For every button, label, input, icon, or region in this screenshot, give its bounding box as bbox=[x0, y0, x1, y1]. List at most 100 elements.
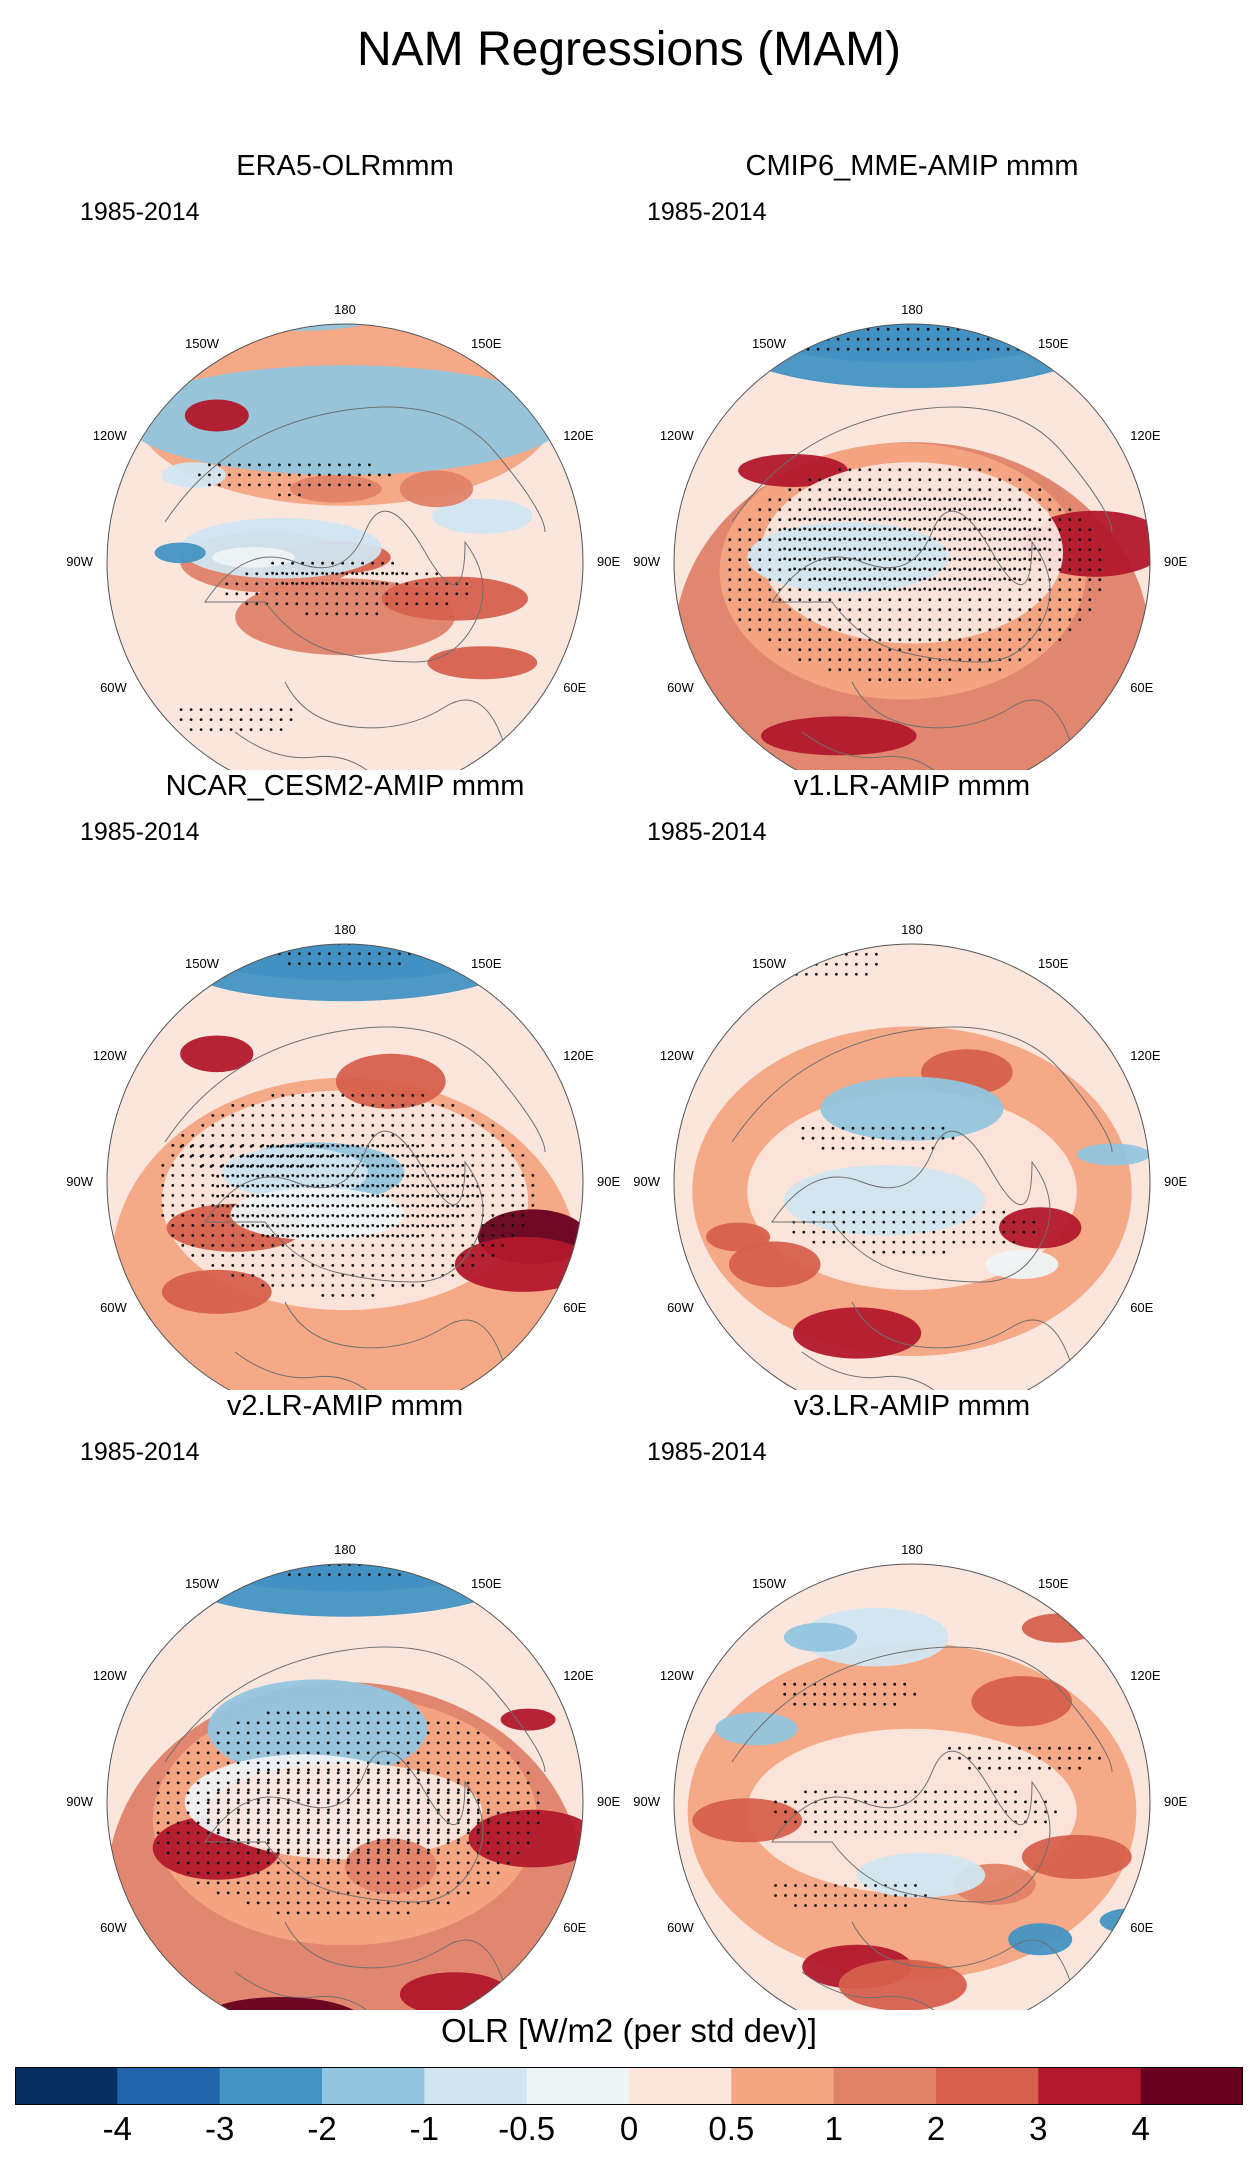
polar-map: 180150E120E90E60E30E030W60W90W120W150W bbox=[66, 302, 620, 770]
colorbar-tick-label: 3 bbox=[1029, 2110, 1048, 2147]
longitude-label: 180 bbox=[901, 1542, 923, 1557]
longitude-label: 180 bbox=[334, 302, 356, 317]
longitude-label: 120E bbox=[1130, 1048, 1161, 1063]
panel-title: v3.LR-AMIP mmm bbox=[793, 1390, 1031, 1422]
polar-map: 180150E120E90E60E30E030W60W90W120W150W bbox=[66, 922, 620, 1390]
polar-map: 180150E120E90E60E30E030W60W90W120W150W bbox=[66, 1542, 620, 2010]
polar-map: 180150E120E90E60E30E030W60W90W120W150W bbox=[633, 302, 1187, 770]
longitude-label: 120E bbox=[563, 1668, 594, 1683]
olr-field bbox=[107, 1564, 583, 2010]
polar-map: 180150E120E90E60E30E030W60W90W120W150W bbox=[633, 1542, 1187, 2010]
panel-title: CMIP6_MME-AMIP mmm bbox=[745, 150, 1079, 182]
longitude-label: 150W bbox=[185, 336, 220, 351]
longitude-label: 90E bbox=[597, 1174, 620, 1189]
longitude-label: 60E bbox=[1130, 680, 1153, 695]
longitude-label: 150W bbox=[185, 1576, 220, 1591]
map-panel-v1-lr: v1.LR-AMIP mmm 1985-2014 180 150E 120E 90E 6… bbox=[612, 770, 1212, 1390]
colorbar-swatch bbox=[833, 2067, 937, 2105]
longitude-label: 60E bbox=[1130, 1920, 1153, 1935]
colorbar bbox=[15, 2067, 1243, 2105]
colorbar-tick-label: 0.5 bbox=[708, 2110, 755, 2147]
colorbar-tick-label: 0 bbox=[619, 2110, 639, 2147]
map-panel-v2-lr: v2.LR-AMIP mmm 1985-2014 180 150E 120E 90E 6… bbox=[45, 1390, 645, 2010]
longitude-label: 90W bbox=[633, 1794, 660, 1809]
colorbar-label: OLR [W/m2 (per std dev)] bbox=[441, 2012, 817, 2049]
significance-stipple bbox=[774, 1682, 1101, 1907]
map-panel-ncar-cesm2: NCAR_CESM2-AMIP mmm 1985-2014 180 150E 120… bbox=[45, 770, 645, 1390]
olr-field bbox=[674, 1564, 1150, 2010]
colorbar-tick-label: 4 bbox=[1131, 2110, 1150, 2147]
longitude-label: 60E bbox=[563, 1920, 586, 1935]
longitude-label: 150E bbox=[1038, 336, 1069, 351]
panel-title: v2.LR-AMIP mmm bbox=[226, 1390, 464, 1422]
longitude-label: 120W bbox=[93, 428, 128, 443]
longitude-label: 120W bbox=[660, 428, 695, 443]
longitude-label: 120E bbox=[563, 428, 594, 443]
colorbar-swatch bbox=[1038, 2067, 1142, 2105]
olr-field bbox=[674, 324, 1150, 770]
panel-period: 1985-2014 bbox=[647, 1438, 767, 1466]
longitude-label: 90W bbox=[633, 554, 660, 569]
panel-title: v1.LR-AMIP mmm bbox=[793, 770, 1031, 802]
longitude-label: 60E bbox=[563, 1300, 586, 1315]
longitude-label: 90W bbox=[66, 1794, 93, 1809]
colorbar-swatch bbox=[731, 2067, 835, 2105]
colorbar-swatch bbox=[629, 2067, 732, 2105]
longitude-label: 180 bbox=[901, 302, 923, 317]
longitude-label: 180 bbox=[334, 922, 356, 937]
olr-field bbox=[107, 944, 583, 1390]
panel-period: 1985-2014 bbox=[80, 1438, 200, 1466]
longitude-label: 90W bbox=[66, 1174, 93, 1189]
longitude-label: 60W bbox=[100, 680, 127, 695]
colorbar-tick-label: -4 bbox=[102, 2110, 132, 2147]
colorbar-tick-label: -1 bbox=[409, 2110, 439, 2147]
panel-period: 1985-2014 bbox=[647, 818, 767, 846]
panel-period: 1985-2014 bbox=[647, 198, 767, 226]
longitude-label: 150E bbox=[471, 1576, 502, 1591]
colorbar-tick-label: 2 bbox=[926, 2110, 946, 2147]
panel-period: 1985-2014 bbox=[80, 818, 200, 846]
colorbar-tick-label: -3 bbox=[205, 2110, 235, 2147]
longitude-label: 60W bbox=[100, 1920, 127, 1935]
longitude-label: 150W bbox=[752, 956, 787, 971]
longitude-label: 150W bbox=[752, 1576, 787, 1591]
longitude-label: 90W bbox=[66, 554, 93, 569]
colorbar-tick-label: -2 bbox=[307, 2110, 337, 2147]
figure-title: NAM Regressions (MAM) bbox=[356, 23, 902, 76]
longitude-label: 120W bbox=[660, 1668, 695, 1683]
map-panel-era5: ERA5-OLRmmm 1985-2014 180150E120E90E60E3… bbox=[45, 150, 645, 770]
significance-stipple bbox=[765, 952, 1036, 1254]
colorbar-swatch bbox=[1140, 2067, 1243, 2105]
longitude-label: 90E bbox=[1164, 1794, 1187, 1809]
longitude-label: 180 bbox=[334, 1542, 356, 1557]
longitude-label: 120E bbox=[1130, 428, 1161, 443]
longitude-label: 60W bbox=[667, 1920, 694, 1935]
longitude-label: 150E bbox=[1038, 956, 1069, 971]
longitude-label: 90E bbox=[1164, 554, 1187, 569]
olr-field bbox=[107, 324, 583, 770]
colorbar-swatch bbox=[219, 2067, 323, 2105]
colorbar-tick-label: 1 bbox=[824, 2110, 843, 2147]
longitude-label: 90E bbox=[597, 554, 620, 569]
colorbar-swatch bbox=[424, 2067, 528, 2105]
colorbar-swatch bbox=[15, 2067, 118, 2105]
longitude-label: 90W bbox=[633, 1174, 660, 1189]
longitude-label: 150W bbox=[185, 956, 220, 971]
panel-period: 1985-2014 bbox=[80, 198, 200, 226]
colorbar-swatch bbox=[322, 2067, 425, 2105]
colorbar-swatch bbox=[117, 2067, 221, 2105]
longitude-label: 120W bbox=[660, 1048, 695, 1063]
longitude-label: 60W bbox=[100, 1300, 127, 1315]
longitude-label: 150E bbox=[471, 336, 502, 351]
longitude-label: 60W bbox=[667, 680, 694, 695]
longitude-label: 90E bbox=[1164, 1174, 1187, 1189]
colorbar-tick-label: -0.5 bbox=[498, 2110, 556, 2147]
longitude-label: 60W bbox=[667, 1300, 694, 1315]
panel-title: NCAR_CESM2-AMIP mmm bbox=[165, 770, 525, 802]
panel-title: ERA5-OLRmmm bbox=[236, 150, 454, 182]
longitude-label: 60E bbox=[563, 680, 586, 695]
longitude-label: 180 bbox=[901, 922, 923, 937]
longitude-label: 120E bbox=[563, 1048, 594, 1063]
significance-stipple bbox=[156, 1564, 540, 1915]
longitude-label: 120W bbox=[93, 1048, 128, 1063]
